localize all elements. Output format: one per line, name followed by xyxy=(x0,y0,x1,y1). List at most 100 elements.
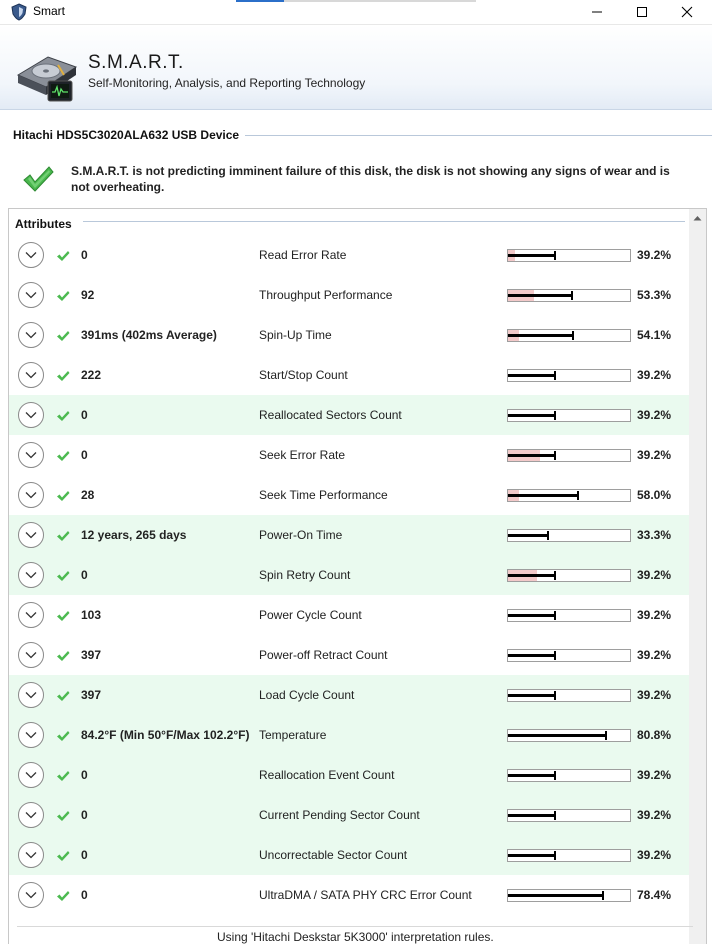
attribute-name: Reallocation Event Count xyxy=(259,768,395,782)
attribute-value: 391ms (402ms Average) xyxy=(81,328,217,342)
attribute-row[interactable]: 0 Seek Error Rate 39.2% xyxy=(9,435,689,475)
window-title: Smart xyxy=(33,4,66,18)
expand-button[interactable] xyxy=(18,402,44,428)
attribute-percent: 39.2% xyxy=(637,248,672,262)
attribute-value: 0 xyxy=(81,448,88,462)
attribute-row[interactable]: 0 Current Pending Sector Count 39.2% xyxy=(9,795,689,835)
expand-button[interactable] xyxy=(18,602,44,628)
check-icon xyxy=(56,329,70,341)
expand-button[interactable] xyxy=(18,642,44,668)
attributes-panel: Attributes 0 Read Error Rate 39.2% 92 Throug… xyxy=(8,208,707,944)
chevron-down-icon xyxy=(25,652,37,659)
attribute-row[interactable]: 222 Start/Stop Count 39.2% xyxy=(9,355,689,395)
attribute-row[interactable]: 103 Power Cycle Count 39.2% xyxy=(9,595,689,635)
attribute-row[interactable]: 397 Load Cycle Count 39.2% xyxy=(9,675,689,715)
attribute-row[interactable]: 84.2°F (Min 50°F/Max 102.2°F) Temperature… xyxy=(9,715,689,755)
check-icon xyxy=(56,689,70,701)
expand-button[interactable] xyxy=(18,282,44,308)
header-title: S.M.A.R.T. xyxy=(88,52,184,73)
expand-button[interactable] xyxy=(18,562,44,588)
expand-button[interactable] xyxy=(18,522,44,548)
health-bar xyxy=(507,289,631,302)
attribute-value: 0 xyxy=(81,808,88,822)
attribute-value: 92 xyxy=(81,288,95,302)
attribute-value: 0 xyxy=(81,768,88,782)
attribute-row[interactable]: 0 Reallocation Event Count 39.2% xyxy=(9,755,689,795)
minimize-button[interactable] xyxy=(574,0,620,24)
attributes-divider xyxy=(83,221,685,222)
attribute-value: 12 years, 265 days xyxy=(81,528,187,542)
attribute-row[interactable]: 0 UltraDMA / SATA PHY CRC Error Count 78.4… xyxy=(9,875,689,915)
attribute-value: 0 xyxy=(81,408,88,422)
expand-button[interactable] xyxy=(18,722,44,748)
attribute-value: 0 xyxy=(81,888,88,902)
attribute-name: Load Cycle Count xyxy=(259,688,355,702)
expand-button[interactable] xyxy=(18,882,44,908)
window-accent xyxy=(236,0,284,2)
chevron-down-icon xyxy=(25,612,37,619)
attribute-percent: 39.2% xyxy=(637,848,672,862)
check-icon xyxy=(56,249,70,261)
expand-button[interactable] xyxy=(18,802,44,828)
health-level-marker xyxy=(554,851,556,860)
check-icon xyxy=(56,489,70,501)
attribute-value: 0 xyxy=(81,568,88,582)
health-level-line xyxy=(508,374,556,377)
interpretation-rules: Using 'Hitachi Deskstar 5K3000' interpre… xyxy=(217,930,494,944)
check-icon xyxy=(56,889,70,901)
check-icon xyxy=(56,289,70,301)
expand-button[interactable] xyxy=(18,362,44,388)
attribute-row[interactable]: 0 Reallocated Sectors Count 39.2% xyxy=(9,395,689,435)
attributes-heading: Attributes xyxy=(15,217,72,231)
attribute-row[interactable]: 391ms (402ms Average) Spin-Up Time 54.1% xyxy=(9,315,689,355)
check-icon xyxy=(56,369,70,381)
attribute-name: Spin Retry Count xyxy=(259,568,351,582)
expand-button[interactable] xyxy=(18,242,44,268)
expand-button[interactable] xyxy=(18,322,44,348)
expand-button[interactable] xyxy=(18,482,44,508)
health-bar xyxy=(507,769,631,782)
attribute-percent: 54.1% xyxy=(637,328,672,342)
maximize-button[interactable] xyxy=(619,0,665,24)
attribute-value: 397 xyxy=(81,648,102,662)
attribute-percent: 33.3% xyxy=(637,528,672,542)
health-bar xyxy=(507,409,631,422)
health-level-line xyxy=(508,334,574,337)
health-level-line xyxy=(508,774,556,777)
scroll-up-button[interactable] xyxy=(689,209,706,226)
health-bar xyxy=(507,569,631,582)
health-level-marker xyxy=(554,811,556,820)
health-bar xyxy=(507,489,631,502)
attribute-row[interactable]: 0 Spin Retry Count 39.2% xyxy=(9,555,689,595)
close-button[interactable] xyxy=(664,0,710,24)
expand-button[interactable] xyxy=(18,682,44,708)
attribute-row[interactable]: 12 years, 265 days Power-On Time 33.3% xyxy=(9,515,689,555)
check-icon xyxy=(56,849,70,861)
health-level-marker xyxy=(554,371,556,380)
vertical-scrollbar[interactable] xyxy=(689,209,706,944)
health-level-line xyxy=(508,534,549,537)
chevron-down-icon xyxy=(25,692,37,699)
expand-button[interactable] xyxy=(18,762,44,788)
health-level-line xyxy=(508,414,556,417)
maximize-icon xyxy=(637,7,647,17)
attribute-value: 397 xyxy=(81,688,102,702)
attribute-percent: 39.2% xyxy=(637,368,672,382)
chevron-up-icon xyxy=(693,215,702,220)
health-bar xyxy=(507,449,631,462)
attribute-row[interactable]: 0 Read Error Rate 39.2% xyxy=(9,235,689,275)
health-level-marker xyxy=(554,651,556,660)
status-text: S.M.A.R.T. is not predicting imminent fa… xyxy=(71,164,670,194)
health-level-marker xyxy=(602,891,604,900)
expand-button[interactable] xyxy=(18,442,44,468)
device-divider xyxy=(245,135,712,136)
attribute-row[interactable]: 28 Seek Time Performance 58.0% xyxy=(9,475,689,515)
footer-divider xyxy=(17,926,693,927)
health-bar xyxy=(507,369,631,382)
attribute-row[interactable]: 92 Throughput Performance 53.3% xyxy=(9,275,689,315)
health-level-marker xyxy=(554,691,556,700)
attribute-row[interactable]: 397 Power-off Retract Count 39.2% xyxy=(9,635,689,675)
expand-button[interactable] xyxy=(18,842,44,868)
attribute-row[interactable]: 0 Uncorrectable Sector Count 39.2% xyxy=(9,835,689,875)
attribute-value: 28 xyxy=(81,488,95,502)
